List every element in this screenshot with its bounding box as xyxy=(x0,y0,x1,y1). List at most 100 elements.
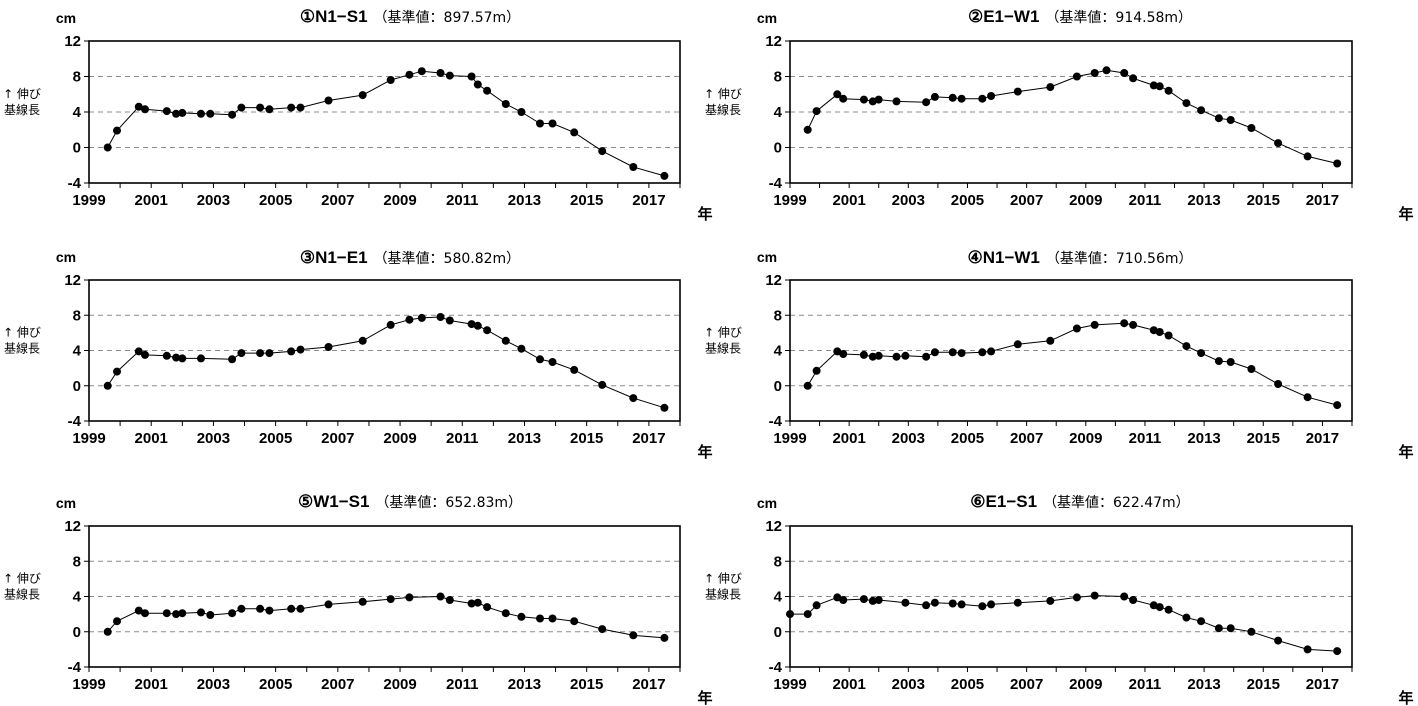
data-point xyxy=(839,596,848,604)
x-tick-label: 2011 xyxy=(1129,430,1162,447)
data-point xyxy=(892,352,901,361)
data-point xyxy=(1226,358,1235,366)
data-point xyxy=(296,345,305,354)
data-point xyxy=(660,633,669,642)
x-tick-label: 2017 xyxy=(632,192,665,209)
x-tick-label: 2015 xyxy=(1247,430,1280,447)
x-tick-label: 2009 xyxy=(383,676,416,693)
data-point xyxy=(467,599,476,608)
data-point xyxy=(197,608,205,617)
data-point xyxy=(1197,349,1206,358)
x-tick-label: 2013 xyxy=(508,430,541,447)
y-axis-label-line2: 基線長 xyxy=(4,102,40,117)
y-tick-label: -4 xyxy=(769,659,783,676)
data-point xyxy=(1333,647,1342,656)
x-tick-label: 2007 xyxy=(321,676,354,693)
y-tick-label: 8 xyxy=(774,69,782,86)
x-tick-label: 2001 xyxy=(832,676,865,693)
data-point xyxy=(874,95,883,104)
chart-title-main: ①N1−S1 xyxy=(300,7,368,26)
data-point xyxy=(1333,401,1342,410)
data-point xyxy=(178,609,187,618)
data-point xyxy=(1182,613,1191,622)
plot-frame xyxy=(789,525,1353,668)
data-point xyxy=(1214,357,1223,366)
x-tick-label: 2015 xyxy=(1247,192,1280,209)
data-point xyxy=(536,614,544,623)
data-point xyxy=(162,609,171,618)
data-point xyxy=(868,352,877,361)
y-axis-label-line2: 基線長 xyxy=(4,587,40,602)
data-point xyxy=(141,609,149,618)
data-point xyxy=(501,336,510,345)
x-unit: 年 xyxy=(697,443,712,461)
data-point xyxy=(517,344,526,353)
y-tick-label: 4 xyxy=(73,589,82,606)
plot-frame xyxy=(789,40,1353,184)
x-unit: 年 xyxy=(697,205,712,223)
data-point xyxy=(324,343,333,351)
chart-title-main: ②E1−W1 xyxy=(968,7,1039,26)
x-unit: 年 xyxy=(1398,689,1413,706)
y-tick-label: -4 xyxy=(769,175,783,192)
data-point xyxy=(501,100,510,108)
data-point xyxy=(1046,596,1055,605)
data-point xyxy=(1129,320,1138,329)
data-point xyxy=(1090,591,1099,600)
data-point xyxy=(483,603,492,612)
x-tick-label: 2013 xyxy=(1187,430,1220,447)
data-point xyxy=(287,103,296,112)
chart-title: ①N1−S1 （基準値：897.57m） xyxy=(300,7,520,26)
data-point xyxy=(197,109,205,118)
x-tick-label: 2007 xyxy=(321,192,354,209)
data-point xyxy=(178,108,187,117)
data-point xyxy=(141,105,149,114)
data-point xyxy=(859,595,868,604)
data-point xyxy=(1274,636,1283,645)
y-tick-label: 4 xyxy=(774,343,783,360)
data-point xyxy=(1120,319,1129,328)
data-point xyxy=(660,403,669,412)
y-unit: cm xyxy=(757,249,777,265)
data-point xyxy=(598,380,607,389)
x-tick-label: 2017 xyxy=(1306,430,1339,447)
y-axis-label-line1: ↑ 伸び xyxy=(704,326,742,340)
data-point xyxy=(358,597,367,606)
data-point xyxy=(405,593,414,602)
data-point xyxy=(978,348,987,357)
data-point xyxy=(629,163,638,171)
y-tick-label: 12 xyxy=(64,33,81,50)
y-tick-label: -4 xyxy=(68,659,82,676)
x-tick-label: 2017 xyxy=(1306,192,1339,209)
data-point xyxy=(473,80,482,89)
data-point xyxy=(197,354,205,363)
data-point xyxy=(445,316,454,325)
x-tick-label: 2013 xyxy=(1187,676,1220,693)
chart-title: ⑥E1−S1 （基準値：622.47m） xyxy=(970,492,1189,511)
series-line xyxy=(107,316,665,409)
data-point xyxy=(859,350,868,359)
data-point xyxy=(103,627,112,636)
data-point xyxy=(987,347,996,356)
data-point xyxy=(1090,320,1099,329)
data-point xyxy=(833,90,842,99)
x-tick-label: 2001 xyxy=(832,430,865,447)
y-tick-label: 8 xyxy=(774,307,782,324)
x-tick-label: 2015 xyxy=(1247,676,1280,693)
data-point xyxy=(803,125,812,134)
x-tick-label: 2005 xyxy=(951,676,984,693)
y-tick-label: 12 xyxy=(765,272,782,289)
data-point xyxy=(957,94,966,103)
data-point xyxy=(1046,336,1055,345)
data-point xyxy=(1197,617,1206,626)
x-tick-label: 2001 xyxy=(135,430,168,447)
data-point xyxy=(473,321,482,330)
data-point xyxy=(812,107,821,116)
chart-title: ③N1−E1 （基準値：580.82m） xyxy=(300,248,520,267)
data-point xyxy=(859,95,868,104)
x-tick-label: 2013 xyxy=(508,192,541,209)
data-point xyxy=(162,107,171,116)
x-unit: 年 xyxy=(1398,205,1413,223)
x-tick-label: 2017 xyxy=(632,676,665,693)
